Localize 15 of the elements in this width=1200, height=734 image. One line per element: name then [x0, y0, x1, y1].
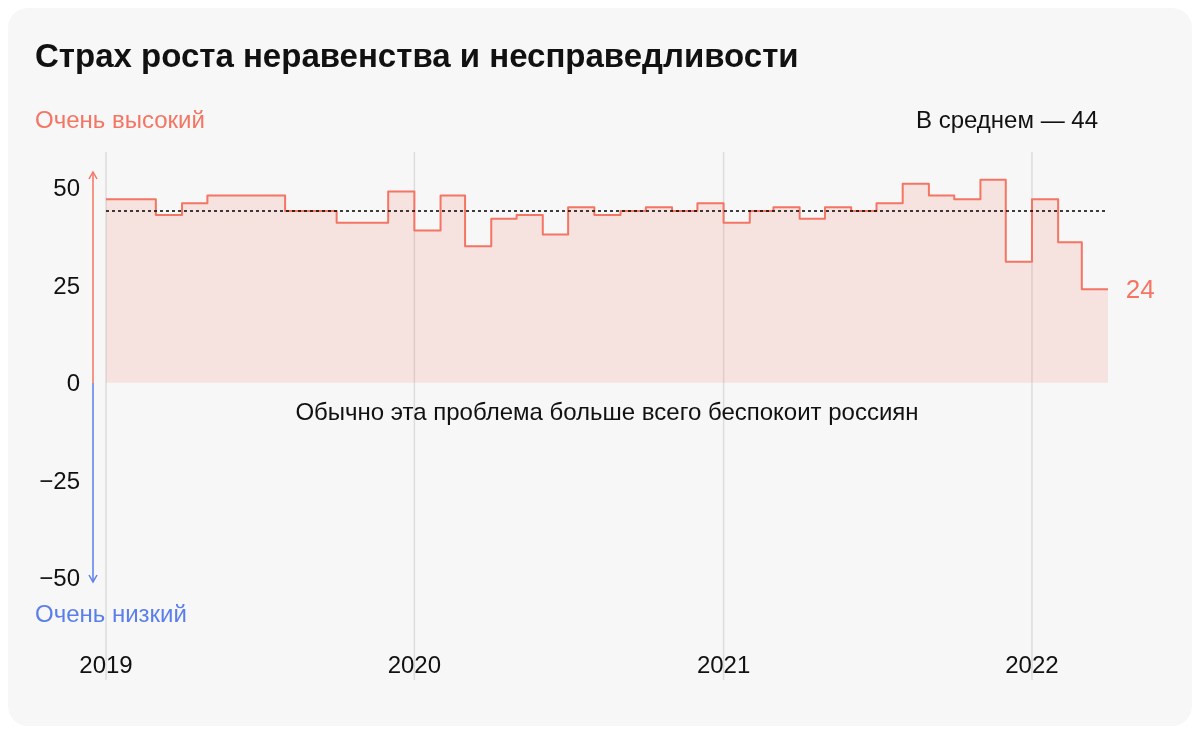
- x-tick-label: 2020: [387, 651, 442, 678]
- x-tick-label: 2021: [696, 651, 751, 678]
- annotation: Обычно эта проблема больше всего беспокоит россиян: [295, 398, 919, 425]
- text: Очень низкий: [35, 600, 187, 627]
- y-tick-label: 50: [53, 174, 80, 202]
- y-tick-label: 0: [66, 369, 80, 397]
- chart-title: Страх роста неравенства и несправедливости: [35, 37, 799, 74]
- y-tick-label: −50: [39, 564, 80, 592]
- y-axis-title: Очень высокий: [35, 106, 205, 133]
- x-tick-label: 2022: [1005, 651, 1059, 678]
- ref-line-label: В среднем — 44: [916, 106, 1098, 133]
- y-tick-label: −25: [39, 466, 80, 494]
- y-tick-label: 25: [53, 271, 80, 299]
- x-tick-label: 2019: [79, 651, 133, 678]
- annotation: 24: [1125, 274, 1155, 305]
